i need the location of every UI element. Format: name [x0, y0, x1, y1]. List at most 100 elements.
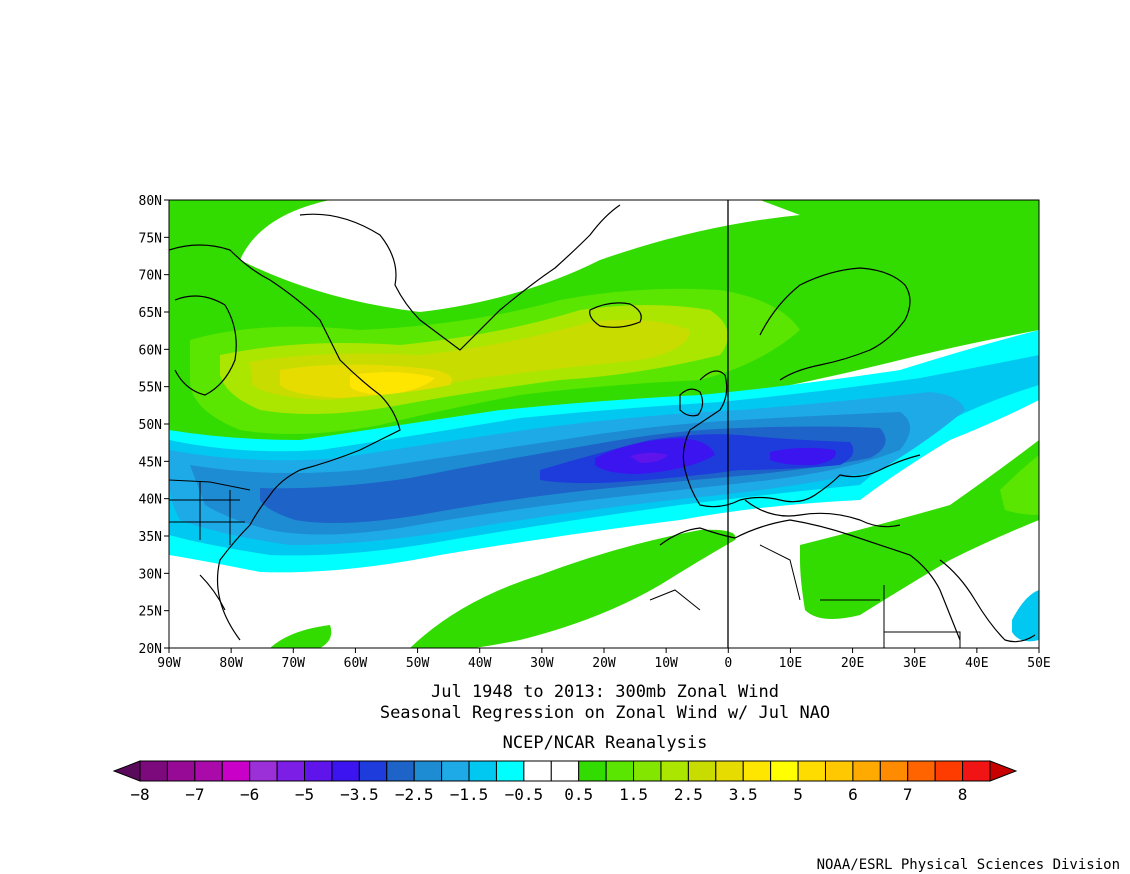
lat-tick-label: 35N — [139, 530, 162, 545]
lat-tick-label: 45N — [139, 455, 162, 470]
lon-tick-label: 20W — [592, 656, 616, 671]
lon-tick-label: 20E — [841, 656, 864, 671]
colorbar-label: 5 — [793, 785, 803, 804]
positive-lobe-arctic — [760, 200, 1039, 245]
colorbar-label: −1.5 — [450, 785, 489, 804]
title-line-1: Jul 1948 to 2013: 300mb Zonal Wind — [431, 682, 779, 702]
lon-tick-label: 40W — [468, 656, 492, 671]
colorbar-swatch — [304, 760, 333, 782]
colorbar-label: 8 — [958, 785, 968, 804]
colorbar-swatch — [934, 760, 964, 782]
colorbar-label: 2.5 — [674, 785, 703, 804]
lat-tick-label: 55N — [139, 381, 162, 396]
colorbar-swatch — [166, 760, 196, 782]
lon-tick-label: 90W — [157, 656, 181, 671]
colorbar-swatch — [550, 760, 580, 782]
positive-lobe-southwest — [270, 625, 332, 648]
us-canada-border — [169, 479, 251, 491]
lat-tick-label: 40N — [139, 493, 162, 508]
colorbar-arrow-max — [989, 760, 1018, 782]
lon-tick-label: 50W — [406, 656, 430, 671]
colorbar-swatch — [413, 760, 443, 782]
north-america-coast — [169, 244, 401, 641]
subtitle: NCEP/NCAR Reanalysis — [503, 733, 708, 753]
colorbar-label: −5 — [295, 785, 314, 804]
lon-tick-label: 30W — [530, 656, 554, 671]
colorbar-label: 6 — [848, 785, 858, 804]
lon-tick-label: 80W — [219, 656, 243, 671]
colorbar-swatch — [495, 760, 525, 782]
colorbar-swatch — [715, 760, 744, 782]
colorbar-label: −3.5 — [340, 785, 379, 804]
lon-tick-label: 70W — [282, 656, 306, 671]
colorbar-arrow-min — [112, 760, 141, 782]
africa-coast — [659, 519, 961, 641]
colorbar-swatch — [962, 760, 991, 782]
british-isles-coast — [679, 388, 704, 417]
colorbar-swatch — [742, 760, 772, 782]
lon-tick-label: 40E — [965, 656, 988, 671]
map-panel: 80N75N70N65N60N55N50N45N40N35N30N25N20N … — [139, 194, 1051, 671]
colorbar-swatch — [633, 760, 662, 782]
scandinavia-coast — [759, 267, 911, 381]
positive-lobe-southeast-inner — [1000, 455, 1039, 515]
positive-lobe-southeast — [800, 440, 1039, 619]
lon-tick-label: 0 — [724, 656, 732, 671]
colorbar-swatch — [358, 760, 388, 782]
colorbar — [112, 760, 1018, 782]
hudson-bay-coast — [174, 295, 237, 396]
colorbar-swatch — [824, 760, 854, 782]
colorbar-label: 0.5 — [564, 785, 593, 804]
lon-tick-label: 10W — [654, 656, 678, 671]
title-line-2: Seasonal Regression on Zonal Wind w/ Jul… — [380, 703, 830, 723]
lat-tick-label: 80N — [139, 194, 162, 209]
colorbar-swatch — [605, 760, 635, 782]
lat-tick-label: 25N — [139, 605, 162, 620]
colorbar-swatch — [194, 760, 223, 782]
wind-regression-field — [169, 200, 1039, 648]
lat-tick-label: 60N — [139, 343, 162, 358]
mediterranean-coast — [744, 499, 901, 528]
colorbar-label: 7 — [903, 785, 913, 804]
arabia-coast — [939, 559, 1036, 643]
us-states-border — [169, 482, 245, 545]
colorbar-label: −0.5 — [505, 785, 544, 804]
colorbar-swatch — [797, 760, 826, 782]
lon-tick-label: 30E — [903, 656, 926, 671]
florida-coast — [199, 574, 226, 611]
colorbar-swatch — [660, 760, 689, 782]
negative-lobe-south — [1012, 590, 1039, 642]
credit-text: NOAA/ESRL Physical Sciences Division — [817, 857, 1120, 873]
lat-tick-label: 70N — [139, 269, 162, 284]
colorbar-swatch — [331, 760, 360, 782]
colorbar-swatch — [221, 760, 251, 782]
lat-tick-label: 20N — [139, 642, 162, 657]
negative-core-violet — [630, 452, 668, 463]
greenland-coast — [299, 204, 621, 351]
latitude-axis: 80N 75N 70N 65N 60N 55N 50N 45N 40N 35N 30N 25N 20N — [139, 194, 169, 657]
colorbar-swatch — [249, 760, 278, 782]
coastlines — [169, 204, 1036, 643]
colorbar-label: −7 — [185, 785, 204, 804]
colorbar-swatch — [578, 760, 607, 782]
colorbar-swatch — [523, 760, 552, 782]
colorbar-swatch — [907, 760, 936, 782]
colorbar-swatch — [441, 760, 470, 782]
lat-tick-label: 30N — [139, 567, 162, 582]
positive-core-max — [350, 372, 435, 395]
colorbar-swatch — [687, 760, 717, 782]
positive-band-south — [410, 529, 736, 648]
political-borders — [169, 479, 961, 648]
colorbar-label: 3.5 — [729, 785, 758, 804]
colorbar-swatch — [468, 760, 497, 782]
colorbar-label: −2.5 — [395, 785, 434, 804]
lon-tick-label: 60W — [344, 656, 368, 671]
colorbar-swatch — [276, 760, 306, 782]
lon-tick-label: 10E — [779, 656, 802, 671]
colorbar-swatch — [879, 760, 909, 782]
lat-tick-label: 75N — [139, 231, 162, 246]
colorbar-label: 1.5 — [619, 785, 648, 804]
lat-tick-label: 65N — [139, 306, 162, 321]
negative-core-indigo-east — [770, 447, 836, 466]
